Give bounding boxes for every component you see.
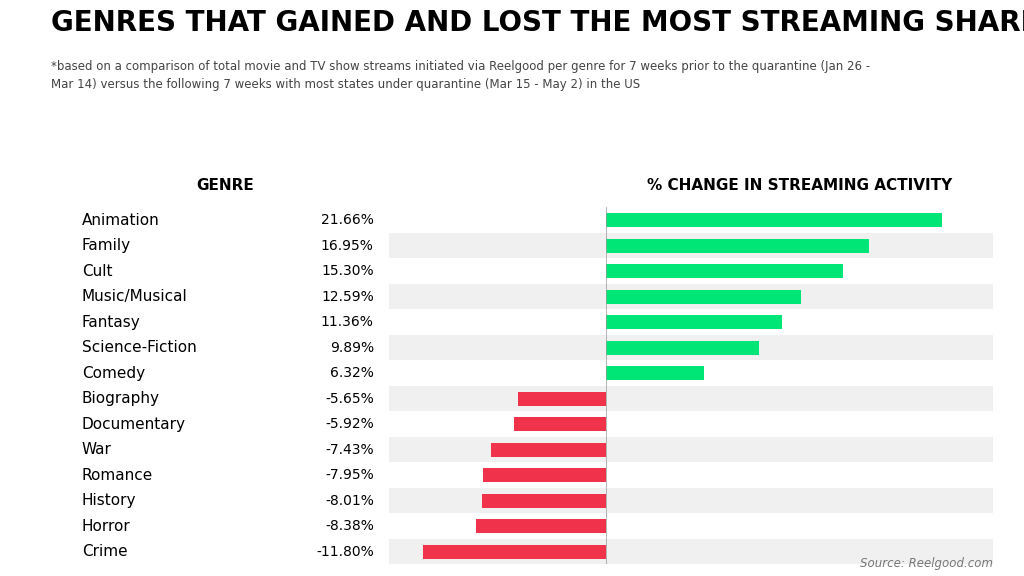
Bar (389, 463, 993, 488)
Text: History: History (82, 493, 136, 508)
Bar (389, 361, 993, 386)
Bar (606, 290, 801, 304)
Text: 16.95%: 16.95% (321, 238, 374, 253)
Text: 9.89%: 9.89% (330, 340, 374, 355)
Text: 15.30%: 15.30% (322, 264, 374, 278)
Text: Science-Fiction: Science-Fiction (82, 340, 197, 355)
Text: 12.59%: 12.59% (321, 290, 374, 304)
Text: GENRE: GENRE (197, 178, 254, 193)
Bar (490, 443, 606, 457)
Bar (389, 411, 993, 437)
Text: -5.65%: -5.65% (325, 392, 374, 406)
Bar (389, 513, 993, 539)
Bar (483, 468, 606, 482)
Text: *based on a comparison of total movie and TV show streams initiated via Reelgood: *based on a comparison of total movie an… (51, 60, 870, 92)
Text: Family: Family (82, 238, 131, 253)
Text: Biography: Biography (82, 391, 160, 406)
Bar (389, 284, 993, 309)
Text: Romance: Romance (82, 468, 154, 483)
Text: 6.32%: 6.32% (330, 366, 374, 380)
Bar (389, 259, 993, 284)
Text: Animation: Animation (82, 213, 160, 228)
Text: -7.43%: -7.43% (326, 443, 374, 457)
Bar (606, 238, 868, 253)
Text: % CHANGE IN STREAMING ACTIVITY: % CHANGE IN STREAMING ACTIVITY (647, 178, 952, 193)
Bar (514, 417, 606, 431)
Bar (389, 335, 993, 361)
Text: Crime: Crime (82, 544, 128, 559)
Bar (606, 340, 759, 355)
Bar (389, 309, 993, 335)
Text: Documentary: Documentary (82, 416, 186, 431)
Text: Fantasy: Fantasy (82, 314, 140, 329)
Text: Horror: Horror (82, 519, 131, 534)
Text: Comedy: Comedy (82, 366, 145, 381)
Bar (606, 213, 941, 227)
Text: -5.92%: -5.92% (325, 417, 374, 431)
Bar (476, 519, 606, 533)
Text: Cult: Cult (82, 264, 113, 279)
Text: -11.80%: -11.80% (316, 545, 374, 559)
Text: 11.36%: 11.36% (321, 315, 374, 329)
Bar (518, 392, 606, 406)
Bar (423, 545, 606, 559)
Text: 21.66%: 21.66% (321, 213, 374, 227)
Text: -8.38%: -8.38% (325, 519, 374, 533)
Text: Music/Musical: Music/Musical (82, 289, 187, 304)
Text: GENRES THAT GAINED AND LOST THE MOST STREAMING SHARE: GENRES THAT GAINED AND LOST THE MOST STR… (51, 9, 1024, 37)
Bar (389, 233, 993, 259)
Text: -7.95%: -7.95% (325, 468, 374, 482)
Bar (389, 488, 993, 513)
Text: Source: Reelgood.com: Source: Reelgood.com (860, 557, 993, 570)
Text: War: War (82, 442, 112, 457)
Bar (606, 315, 782, 329)
Bar (606, 264, 843, 278)
Text: -8.01%: -8.01% (325, 494, 374, 507)
Bar (389, 386, 993, 411)
Bar (389, 207, 993, 233)
Bar (482, 494, 606, 507)
Bar (606, 366, 703, 380)
Bar (389, 437, 993, 463)
Bar (389, 539, 993, 564)
